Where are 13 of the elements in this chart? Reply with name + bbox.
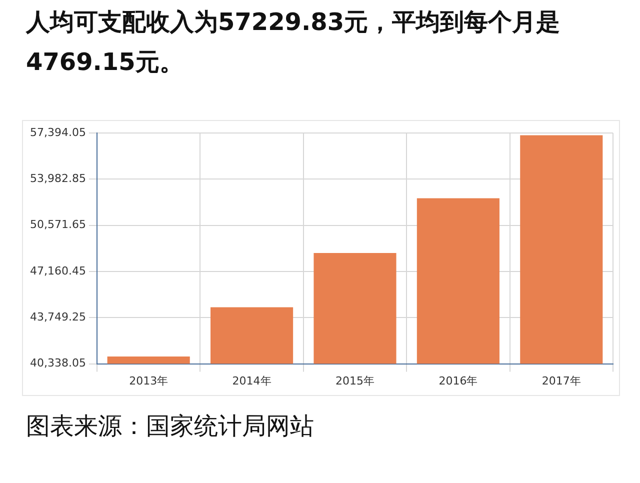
- y-tick-label: 40,338.05: [30, 356, 86, 370]
- y-tick-label: 57,394.05: [30, 126, 86, 139]
- y-tick-label: 47,160.45: [30, 264, 86, 278]
- chart-title: 人均可支配收入为57229.83元，平均到每个月是4769.15元。: [26, 7, 562, 78]
- y-tick-label: 50,571.65: [30, 218, 86, 232]
- text: 图表来源：国家统计局网站: [26, 411, 314, 442]
- x-tick-label: 2014年: [232, 374, 272, 388]
- x-tick-label: 2013年: [129, 374, 168, 388]
- y-tick-label: 43,749.25: [30, 310, 86, 324]
- x-tick-label: 2015年: [335, 374, 374, 388]
- x-tick-label: 2017年: [542, 374, 581, 388]
- y-tick-label: 53,982.85: [30, 172, 86, 186]
- x-tick-label: 2016年: [438, 374, 478, 388]
